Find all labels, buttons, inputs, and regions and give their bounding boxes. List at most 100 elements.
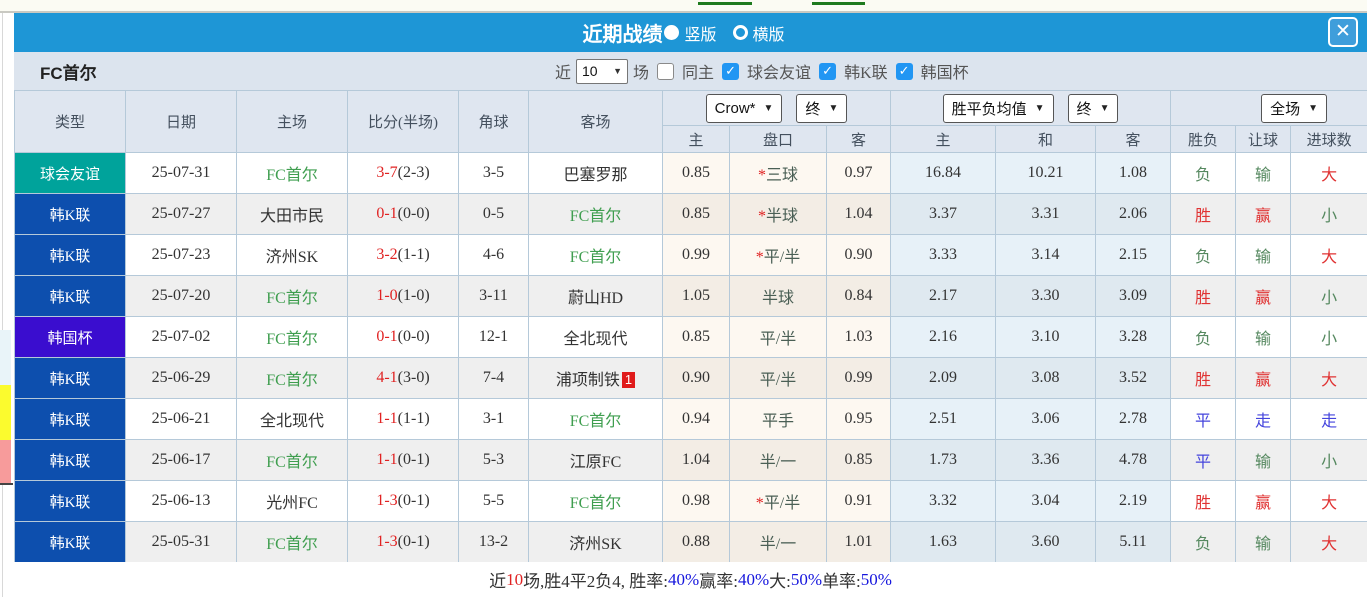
league-koreacup-checkbox[interactable]: ✓ xyxy=(895,62,913,80)
summary-segment: 40% xyxy=(668,569,700,589)
avg-draw: 10.21 xyxy=(995,152,1097,194)
chevron-down-icon: ▼ xyxy=(1308,102,1319,114)
chevron-down-icon: ▼ xyxy=(613,66,623,76)
odds-time-select[interactable]: 终 ▼ xyxy=(796,93,848,123)
scope-value: 全场 xyxy=(1270,100,1301,118)
odds-home: 0.94 xyxy=(662,398,730,440)
avg-time-select[interactable]: 终 ▼ xyxy=(1067,93,1119,123)
background-tab-underline xyxy=(698,2,752,5)
result-handicap: 赢 xyxy=(1235,275,1292,317)
match-date: 25-06-29 xyxy=(125,357,237,399)
same-home-checkbox[interactable] xyxy=(657,62,675,80)
odds-home: 0.85 xyxy=(662,316,730,358)
avg-draw: 3.31 xyxy=(995,193,1097,235)
avg-away: 3.28 xyxy=(1095,316,1172,358)
home-team: FC首尔 xyxy=(236,152,348,194)
avg-home: 2.17 xyxy=(890,275,997,317)
col-header-score: 比分(半场) xyxy=(347,90,459,153)
avg-home: 3.33 xyxy=(890,234,997,276)
team-name: FC首尔 xyxy=(40,63,97,83)
avg-draw: 3.08 xyxy=(995,357,1097,399)
match-date: 25-07-27 xyxy=(125,193,237,235)
away-team: FC首尔 xyxy=(528,480,663,522)
chevron-down-icon: ▼ xyxy=(1034,102,1045,114)
horizontal-view-label[interactable]: 横版 xyxy=(752,26,785,44)
league-type-badge: 韩K联 xyxy=(14,439,126,481)
avg-type-select[interactable]: 胜平负均值 ▼ xyxy=(942,93,1054,123)
corner-count: 5-3 xyxy=(458,439,529,481)
summary-segment: 场,胜4平2负4, 胜率: xyxy=(523,572,669,591)
odds-home: 1.05 xyxy=(662,275,730,317)
home-team: 全北现代 xyxy=(236,398,348,440)
result-goals: 小 xyxy=(1290,193,1367,235)
summary-segment: 近 xyxy=(489,572,507,591)
filter-bar: FC首尔 近 10 ▼ 场 同主 ✓ 球会友谊 ✓ 韩K联 ✓ 韩国杯 xyxy=(14,52,1367,90)
sub-header-handicap-result: 让球 xyxy=(1235,125,1292,153)
result-goals: 大 xyxy=(1290,357,1367,399)
scope-select[interactable]: 全场 ▼ xyxy=(1261,93,1328,123)
match-date: 25-05-31 xyxy=(125,521,237,563)
avg-draw: 3.06 xyxy=(995,398,1097,440)
home-team: FC首尔 xyxy=(236,439,348,481)
result-wdl: 负 xyxy=(1170,521,1237,563)
sub-header-result: 胜负 xyxy=(1170,125,1237,153)
away-team: 全北现代 xyxy=(528,316,663,358)
home-team: FC首尔 xyxy=(236,357,348,399)
avg-draw: 3.30 xyxy=(995,275,1097,317)
avg-home: 2.16 xyxy=(890,316,997,358)
result-handicap: 走 xyxy=(1235,398,1292,440)
odds-away: 0.97 xyxy=(825,152,892,194)
league-koreacup-label: 韩国杯 xyxy=(920,65,969,82)
odds-company-value: Crow* xyxy=(714,99,756,117)
changed-line-marker: * xyxy=(755,495,764,512)
recent-label: 近 xyxy=(555,65,572,82)
avg-home: 3.37 xyxy=(890,193,997,235)
table-row: 韩K联 25-06-29 FC首尔 4-1(3-0) 7-4 浦项制铁 1 0.90 平/半 0.… xyxy=(14,357,1367,399)
handicap: *平/半 xyxy=(729,480,827,522)
result-wdl: 平 xyxy=(1170,439,1237,481)
close-icon[interactable]: ✕ xyxy=(1328,17,1358,47)
avg-home: 2.09 xyxy=(890,357,997,399)
league-type-badge: 球会友谊 xyxy=(14,152,126,194)
sub-header-goals-result: 进球数 xyxy=(1290,125,1367,153)
avg-away: 3.09 xyxy=(1095,275,1172,317)
recent-count-select[interactable]: 10 ▼ xyxy=(576,58,629,84)
table-row: 韩K联 25-07-20 FC首尔 1-0(1-0) 3-11 蔚山HD 1.05 半球 0.8… xyxy=(14,275,1367,317)
home-team: FC首尔 xyxy=(236,521,348,563)
card-badge: 1 xyxy=(621,372,636,388)
handicap: 半/一 xyxy=(729,439,827,481)
result-wdl: 胜 xyxy=(1170,480,1237,522)
vertical-view-label[interactable]: 竖版 xyxy=(684,26,717,44)
league-kleague-checkbox[interactable]: ✓ xyxy=(819,62,837,80)
matches-label: 场 xyxy=(633,65,650,82)
sub-header-avg-draw: 和 xyxy=(995,125,1097,153)
result-wdl: 胜 xyxy=(1170,357,1237,399)
corner-count: 3-1 xyxy=(458,398,529,440)
modal-titlebar: 近期战绩 竖版 横版 ✕ xyxy=(14,13,1367,52)
odds-away: 0.90 xyxy=(825,234,892,276)
odds-company-select[interactable]: Crow* ▼ xyxy=(705,93,783,123)
changed-line-marker: * xyxy=(755,249,764,266)
background-tab-underline xyxy=(812,2,865,5)
result-wdl: 负 xyxy=(1170,316,1237,358)
avg-type-value: 胜平负均值 xyxy=(951,100,1027,118)
score-halfscore: 0-1(0-0) xyxy=(347,316,459,358)
summary-segment: 单率: xyxy=(822,572,861,591)
sub-header-odds-away: 客 xyxy=(825,125,892,153)
odds-away: 1.04 xyxy=(825,193,892,235)
result-goals: 大 xyxy=(1290,234,1367,276)
same-home-label: 同主 xyxy=(682,65,715,82)
home-team: FC首尔 xyxy=(236,275,348,317)
scope-select-group: 全场 ▼ xyxy=(1170,90,1367,126)
radio-horizontal-unselected[interactable] xyxy=(732,25,748,40)
avg-draw: 3.36 xyxy=(995,439,1097,481)
league-friendly-checkbox[interactable]: ✓ xyxy=(722,62,740,80)
away-team: 浦项制铁 1 xyxy=(528,357,663,399)
result-handicap: 输 xyxy=(1235,439,1292,481)
match-date: 25-07-02 xyxy=(125,316,237,358)
odds-home: 0.98 xyxy=(662,480,730,522)
away-team: FC首尔 xyxy=(528,193,663,235)
handicap: 平/半 xyxy=(729,316,827,358)
match-date: 25-06-13 xyxy=(125,480,237,522)
radio-vertical-selected[interactable] xyxy=(664,25,680,40)
